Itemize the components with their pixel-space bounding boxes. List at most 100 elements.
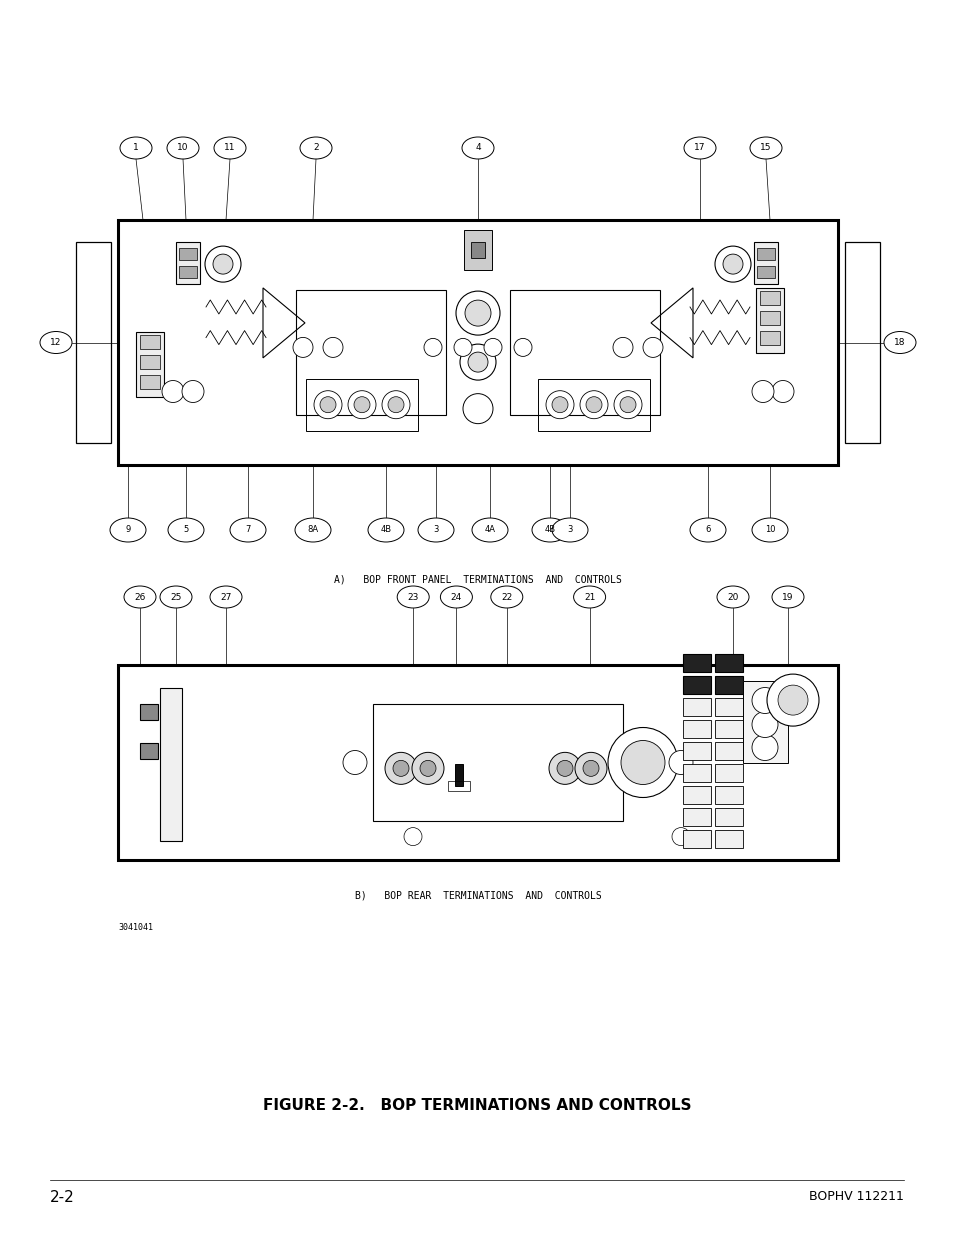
Text: 10: 10 <box>177 143 189 152</box>
Circle shape <box>388 396 403 412</box>
Circle shape <box>642 337 662 357</box>
Text: 24: 24 <box>451 593 461 601</box>
Circle shape <box>454 338 472 357</box>
Text: 19: 19 <box>781 593 793 601</box>
Text: 23: 23 <box>407 593 418 601</box>
Bar <box>179 248 196 261</box>
Text: 5: 5 <box>183 526 189 535</box>
Text: CURRENT LMT: CURRENT LMT <box>579 436 607 440</box>
Ellipse shape <box>573 585 605 608</box>
Bar <box>757 248 774 261</box>
Text: 27: 27 <box>220 593 232 601</box>
Circle shape <box>619 396 636 412</box>
Circle shape <box>348 390 375 419</box>
Circle shape <box>751 688 778 714</box>
Bar <box>742 680 787 762</box>
Text: B)   BOP REAR  TERMINATIONS  AND  CONTROLS: B) BOP REAR TERMINATIONS AND CONTROLS <box>355 890 600 900</box>
Circle shape <box>293 337 313 357</box>
Bar <box>682 698 710 716</box>
Bar <box>175 242 200 284</box>
Text: DC VOLTS: DC VOLTS <box>359 404 382 409</box>
Circle shape <box>393 761 409 777</box>
Text: 26: 26 <box>147 710 152 714</box>
Circle shape <box>552 396 567 412</box>
Bar <box>463 230 492 270</box>
Circle shape <box>778 685 807 715</box>
Text: 17: 17 <box>694 143 705 152</box>
Circle shape <box>613 337 633 357</box>
Circle shape <box>751 380 773 403</box>
Text: DC MILLIAMPERES: DC MILLIAMPERES <box>566 405 603 409</box>
Ellipse shape <box>160 585 192 608</box>
Bar <box>682 830 710 848</box>
Ellipse shape <box>751 517 787 542</box>
Circle shape <box>385 752 416 784</box>
Text: 3041041: 3041041 <box>118 924 152 932</box>
Text: 2-2: 2-2 <box>50 1189 74 1204</box>
Text: 3: 3 <box>433 526 438 535</box>
Text: COMMON: COMMON <box>470 387 485 391</box>
Text: 25: 25 <box>147 748 152 752</box>
Circle shape <box>514 338 532 357</box>
Bar <box>714 720 742 739</box>
Bar <box>448 781 470 790</box>
Circle shape <box>545 390 574 419</box>
Text: S  COM   GND      OUT  S: S COM GND OUT S <box>382 720 439 724</box>
Text: 1: 1 <box>133 143 139 152</box>
Bar <box>714 698 742 716</box>
Bar <box>118 220 837 466</box>
Ellipse shape <box>368 517 403 542</box>
Circle shape <box>381 390 410 419</box>
Bar <box>510 290 659 415</box>
Bar <box>760 311 780 325</box>
Bar <box>306 379 417 431</box>
Circle shape <box>557 761 573 777</box>
Text: CURRENT: CURRENT <box>669 262 689 267</box>
Circle shape <box>205 246 241 282</box>
Text: 15: 15 <box>760 143 771 152</box>
Bar <box>140 354 160 369</box>
Bar <box>455 764 462 785</box>
Bar <box>714 787 742 804</box>
Text: 25: 25 <box>171 593 181 601</box>
Text: OUTPUT: OUTPUT <box>470 280 485 284</box>
Circle shape <box>771 380 793 403</box>
Text: 26: 26 <box>134 593 146 601</box>
Ellipse shape <box>417 517 454 542</box>
Ellipse shape <box>689 517 725 542</box>
Bar <box>682 720 710 739</box>
Bar <box>140 742 158 758</box>
Text: GND: GND <box>474 429 481 432</box>
Circle shape <box>182 380 204 403</box>
Bar <box>844 242 879 443</box>
Bar <box>753 242 778 284</box>
Bar <box>682 742 710 761</box>
Bar <box>714 808 742 826</box>
Circle shape <box>456 291 499 335</box>
Circle shape <box>459 345 496 380</box>
Circle shape <box>548 752 580 784</box>
Text: 4B: 4B <box>544 526 555 535</box>
Text: 10: 10 <box>764 526 775 535</box>
Ellipse shape <box>120 137 152 159</box>
Circle shape <box>579 390 607 419</box>
Circle shape <box>751 711 778 737</box>
Ellipse shape <box>40 331 71 353</box>
Text: 12: 12 <box>51 338 62 347</box>
Circle shape <box>766 674 818 726</box>
Circle shape <box>323 337 343 357</box>
Bar <box>682 655 710 672</box>
Circle shape <box>668 751 692 774</box>
Bar <box>160 688 182 841</box>
Text: 7: 7 <box>245 526 251 535</box>
Bar <box>471 242 484 258</box>
Ellipse shape <box>124 585 156 608</box>
Bar <box>714 830 742 848</box>
Circle shape <box>403 827 421 846</box>
Circle shape <box>419 761 436 777</box>
Circle shape <box>671 827 689 846</box>
Text: BOPHV 112211: BOPHV 112211 <box>808 1191 903 1203</box>
Bar <box>295 290 446 415</box>
Bar <box>755 288 783 353</box>
Ellipse shape <box>440 585 472 608</box>
